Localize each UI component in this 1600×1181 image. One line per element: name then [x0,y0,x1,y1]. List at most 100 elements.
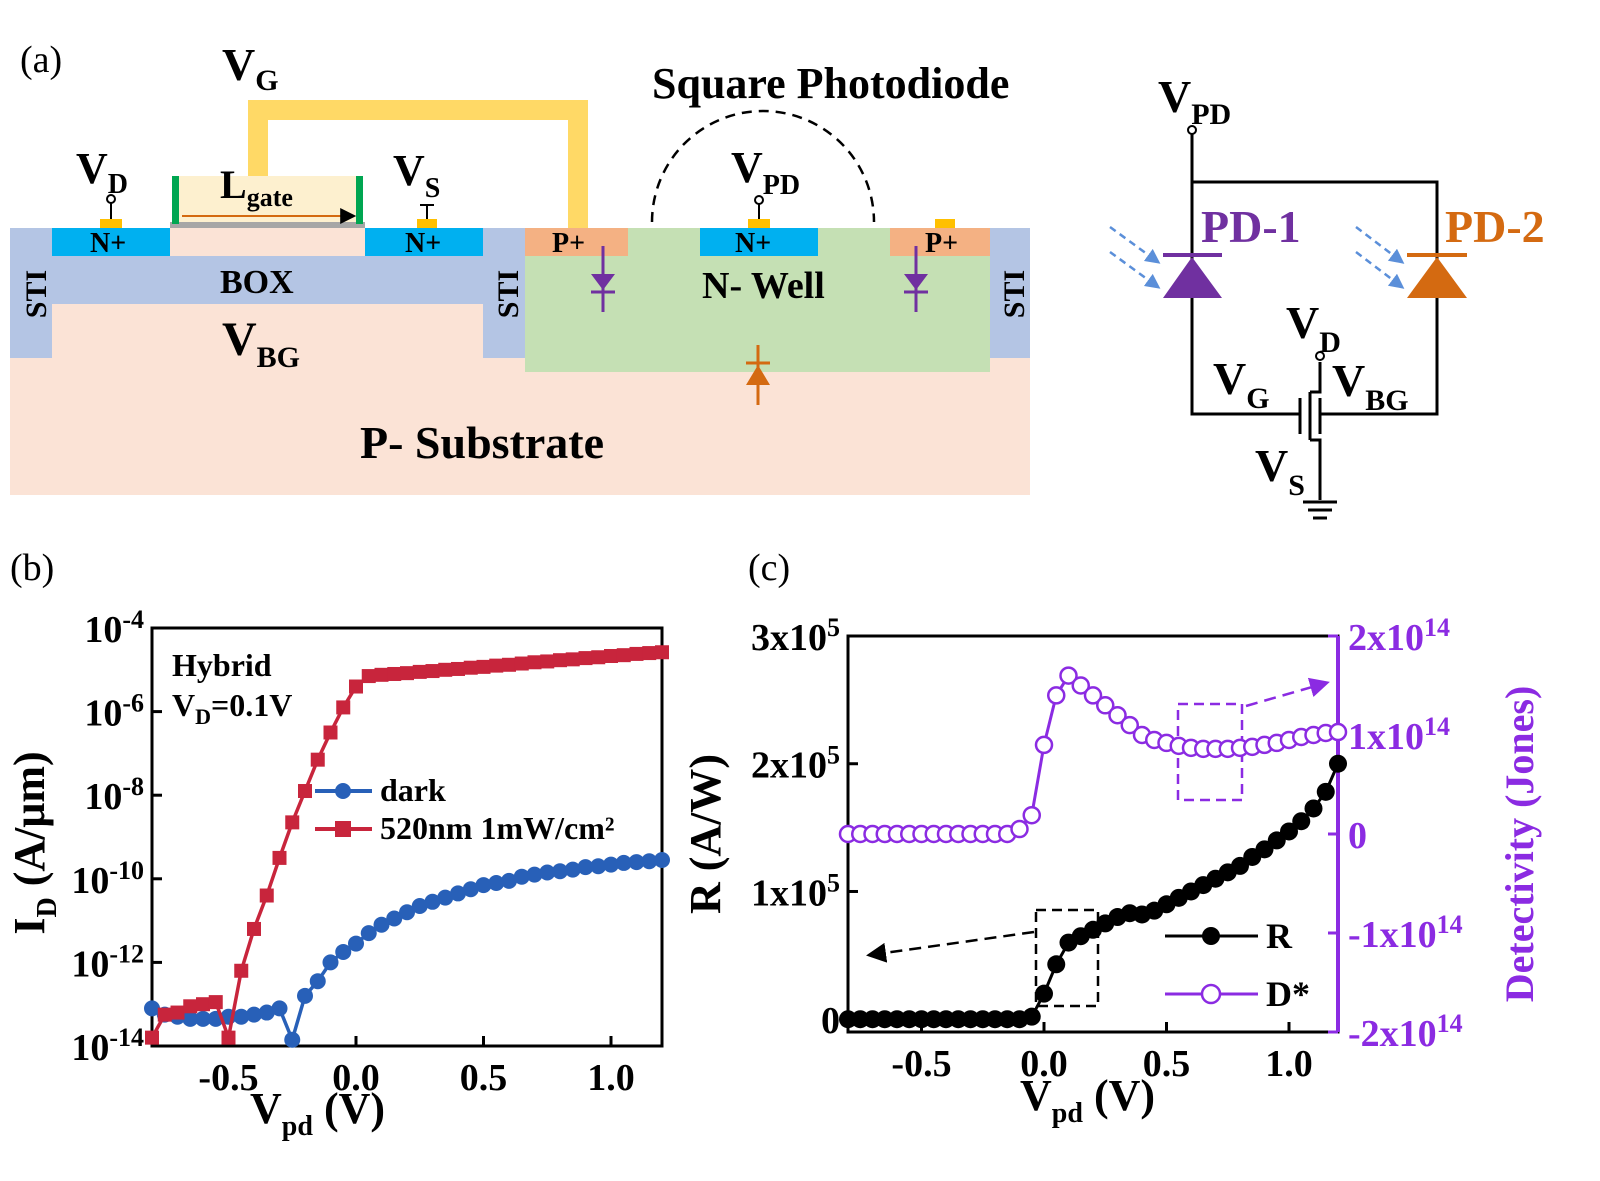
data-point-dark [271,1000,288,1017]
p-plus-label-left: P+ [552,228,585,259]
data-point-light [285,815,300,830]
legend-dark-marker [335,783,351,799]
circuit-vs-label: VS [1255,440,1305,502]
chart-c-xtick-label: 1.0 [1265,1043,1313,1085]
diode-symbol-substrate [746,345,770,405]
data-point-d [1047,686,1066,705]
chart-c-ytick-label: 3x105 [751,613,840,659]
data-point-light [451,661,465,676]
chart-c-y2tick-label: 2x1014 [1348,613,1450,659]
data-point-dark [258,1004,275,1021]
chart-c-xtick-label: 0.5 [1143,1043,1191,1085]
chart-b-x-ticks: -0.5 0.0 0.5 1.0 [198,1036,635,1099]
data-point-dark [450,885,466,902]
data-point-dark [539,864,556,881]
drain-terminal [106,194,116,204]
circuit-vd-label: VD [1286,297,1341,359]
sti-right [990,228,1030,358]
data-point-light [170,1005,185,1020]
sti-label-right: STI [998,270,1031,318]
spacer-left [172,176,179,224]
data-point-light [221,1030,236,1045]
pd1-label: PD-1 [1201,201,1301,252]
light-arrow-1 [1109,225,1161,264]
data-point-r [1022,1007,1041,1026]
data-point-light [145,1030,159,1045]
chart-c-xtick-label: -0.5 [891,1043,951,1085]
chart-c-y2tick-label: -2x1014 [1348,1009,1463,1055]
data-point-d [1010,819,1029,839]
chart-b-xtick-label: 1.0 [587,1057,635,1099]
panel-a: (a) [10,39,1031,495]
data-point-dark [577,859,594,876]
circuit-schematic: VPD PD-1 PD-2 [1109,71,1545,520]
data-point-d [1083,686,1103,705]
pd2-diode-symbol [1407,253,1467,298]
legend-r-label: R [1266,916,1293,956]
panel-b-label: (b) [10,547,54,589]
data-point-light [298,784,312,799]
legend-d-marker [1200,983,1222,1005]
panel-c: (c) -0.5 0.0 0.5 1.0 3x105 2x105 1x105 0 2x101… [681,547,1542,1129]
circuit-vpd-terminal [1187,125,1197,135]
chart-b-ylabel: ID (A/μm) [5,751,63,934]
gate-oxide [170,222,365,228]
data-point-dark [182,1010,199,1027]
data-point-light [604,649,618,664]
pd-contact [748,219,770,228]
data-point-r [1304,799,1323,818]
data-point-dark [641,853,658,870]
p-plus-left [525,228,628,256]
vpd-label-a: VPD [731,143,800,201]
data-point-dark [195,1010,211,1027]
n-plus-drain [52,228,170,256]
data-point-light [323,725,338,740]
p-plus-contact [935,219,955,228]
diode-symbol-left [591,246,615,312]
light-arrow-3 [1355,226,1405,264]
data-point-d [1071,676,1090,695]
circuit-vpd-label: VPD [1158,71,1231,131]
n-plus-pd [700,228,818,256]
data-point-light [208,995,223,1010]
pd2-label: PD-2 [1445,201,1545,252]
legend-light-marker [335,821,351,837]
data-point-dark [322,954,339,971]
data-point-light [247,921,261,936]
sti-middle [483,228,525,358]
n-plus-label-pd: N+ [735,228,771,259]
data-point-light [629,646,644,661]
chart-c-ytick-label: 0 [821,1000,840,1042]
chart-b-ytick-label: 10-12 [71,939,144,985]
data-point-dark [399,904,415,921]
data-point-dark [526,866,543,883]
data-point-dark [411,897,428,914]
chart-c-y2label: Detectivity (Jones) [1497,686,1542,1003]
data-point-light [616,648,631,663]
vd-label: VD [76,144,128,200]
data-point-light [272,850,287,865]
channel [170,228,365,256]
panel-a-label: (a) [20,39,62,81]
data-point-light [183,999,198,1014]
data-point-dark [462,881,479,898]
data-point-d [1096,696,1115,715]
data-point-dark [360,925,377,942]
data-point-d [1022,805,1041,825]
data-point-dark [513,868,530,885]
data-point-dark [552,863,568,880]
circuit-top-wire [1190,134,1439,416]
data-point-dark [564,861,581,878]
data-point-light [336,700,351,715]
chart-c-ytick-label: 1x105 [751,868,840,914]
vs-label: VS [393,146,440,204]
p-substrate-label: P- Substrate [360,417,604,468]
chart-b-xtick-label: 0.5 [460,1057,508,1099]
data-point-dark [335,943,352,960]
chart-b-ytick-label: 10-10 [71,856,144,902]
legend-r-marker [1202,927,1220,945]
data-point-light [234,963,249,978]
spacer-right [356,176,363,224]
data-point-light [196,997,210,1012]
data-point-dark [654,851,670,868]
